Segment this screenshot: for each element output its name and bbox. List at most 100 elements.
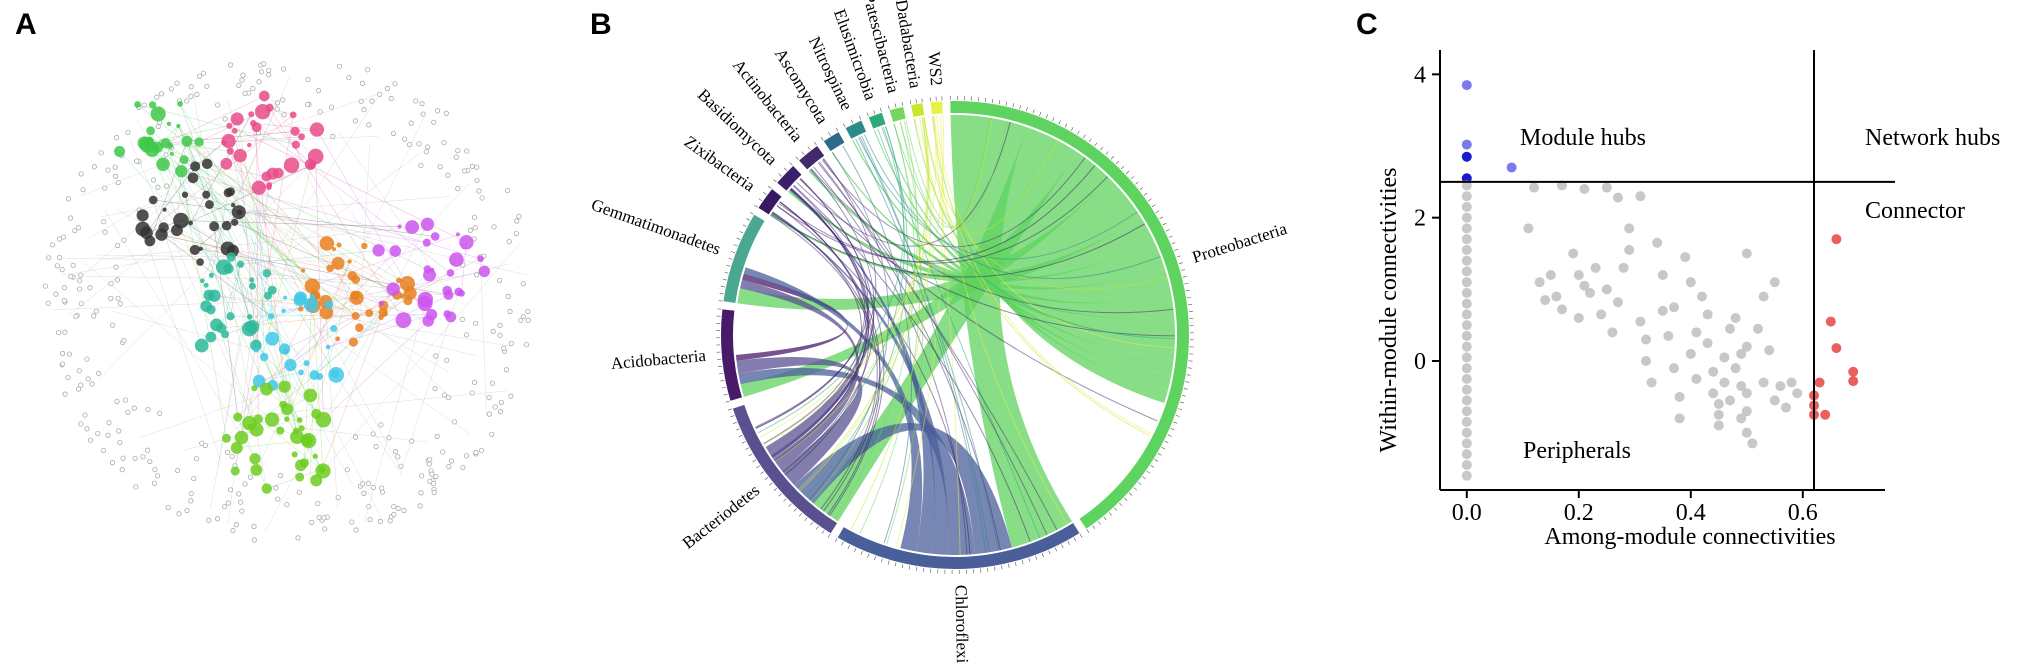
chord-link	[771, 187, 869, 458]
network-node	[402, 136, 408, 142]
chord-link	[881, 127, 1175, 340]
network-node	[497, 409, 504, 415]
network-node	[429, 471, 435, 477]
chord-tick	[1154, 459, 1158, 462]
network-node	[420, 217, 435, 231]
chord-link	[855, 138, 987, 553]
network-node	[387, 518, 393, 524]
network-node	[91, 313, 97, 319]
network-node	[498, 399, 504, 405]
scatter-point	[1461, 330, 1472, 341]
chord-ribbon	[950, 115, 1072, 548]
x-axis-ticks: 0.0 0.2 0.4 0.6	[1452, 490, 1818, 526]
network-edge	[142, 228, 222, 465]
network-node	[328, 367, 345, 383]
network-node	[433, 353, 439, 359]
network-node	[201, 158, 213, 170]
network-node	[367, 516, 373, 523]
network-edge	[211, 192, 229, 276]
network-node	[191, 475, 197, 482]
network-node	[352, 118, 358, 124]
network-edge	[252, 96, 379, 287]
chord-tick	[720, 379, 725, 382]
scatter-point	[1713, 409, 1724, 420]
scatter-point	[1461, 244, 1472, 255]
chord-tick	[1115, 160, 1120, 165]
scatter-point	[1461, 459, 1472, 470]
chord-tick	[828, 132, 831, 136]
chord-link	[778, 176, 1108, 264]
y-tick-label: 4	[1414, 62, 1426, 88]
chord-ribbon	[808, 169, 1172, 304]
network-edge	[227, 101, 284, 311]
network-node	[416, 141, 422, 147]
network-node	[145, 406, 151, 413]
network-node	[445, 394, 452, 401]
network-node	[174, 80, 180, 86]
network-edge	[183, 159, 301, 298]
network-node	[388, 95, 394, 102]
network-edge	[104, 210, 256, 459]
network-edge	[239, 155, 257, 350]
x-axis-label: Among-module connectivities	[1544, 524, 1835, 550]
network-node	[420, 111, 426, 117]
chord-tick	[841, 541, 844, 546]
network-node	[474, 177, 480, 183]
chord-sector	[777, 166, 802, 191]
scatter-point	[1579, 280, 1590, 291]
network-edge	[223, 142, 329, 348]
scatter-point	[1758, 377, 1769, 388]
network-node	[425, 144, 431, 150]
scatter-point	[1613, 297, 1623, 308]
chord-tick	[874, 556, 877, 561]
chord-sector-label: Acidobacteria	[610, 346, 707, 373]
network-node	[408, 120, 414, 126]
chord-ribbon	[740, 152, 1111, 397]
network-node	[497, 332, 503, 338]
network-edge	[323, 320, 429, 420]
chord-link	[755, 158, 877, 428]
network-node	[144, 447, 151, 453]
network-node	[229, 453, 235, 460]
network-node	[309, 122, 325, 137]
network-node	[399, 293, 405, 299]
network-node	[322, 526, 328, 532]
network-edge	[184, 92, 383, 160]
chord-link	[782, 178, 874, 473]
network-node	[93, 308, 100, 314]
network-node	[443, 110, 449, 116]
network-node	[246, 142, 252, 148]
network-node	[236, 82, 242, 88]
scatter-point	[1461, 287, 1472, 298]
chord-link	[822, 158, 1048, 536]
network-edge	[150, 130, 331, 269]
network-node	[67, 215, 74, 221]
chord-tick	[724, 271, 729, 274]
network-node	[409, 438, 415, 444]
network-node	[507, 308, 513, 315]
network-node	[361, 242, 368, 250]
network-node	[335, 336, 341, 342]
network-node	[513, 230, 519, 237]
network-node	[359, 481, 366, 487]
network-node	[525, 308, 531, 314]
chord-sector	[799, 145, 825, 170]
network-edge	[180, 220, 400, 227]
network-node	[115, 295, 121, 301]
network-node	[303, 388, 318, 403]
network-node	[42, 283, 49, 289]
chord-link	[755, 188, 866, 429]
network-node	[315, 500, 321, 507]
network-node	[162, 207, 167, 212]
network-node	[264, 412, 280, 427]
chord-tick	[1073, 537, 1077, 542]
network-node	[231, 127, 238, 134]
chord-tick	[1147, 198, 1152, 202]
network-node	[102, 185, 108, 191]
network-node	[150, 177, 157, 183]
scatter-point	[1461, 352, 1472, 363]
network-node	[422, 238, 431, 247]
chord-tick	[915, 99, 917, 104]
scatter-point	[1540, 295, 1551, 306]
scatter-point	[1607, 327, 1618, 338]
